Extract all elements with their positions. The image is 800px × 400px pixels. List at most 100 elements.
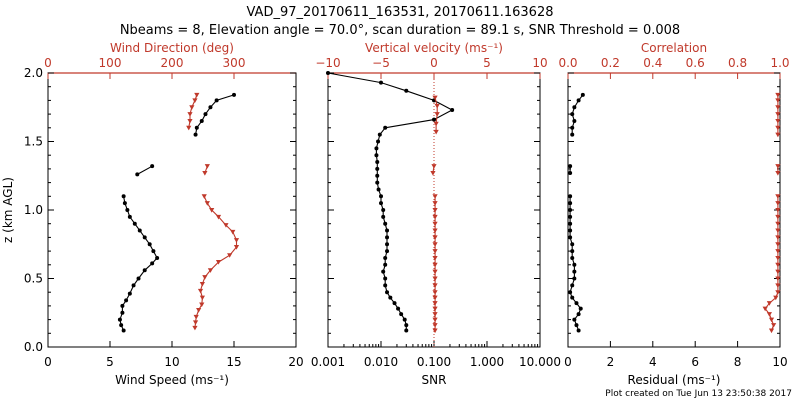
data-point-dot: [125, 208, 130, 212]
data-point-dot: [385, 235, 390, 240]
data-point-triangle: [775, 118, 781, 124]
data-point-dot: [568, 164, 573, 169]
x-bottom-tick-label: 0: [564, 355, 572, 369]
data-point-dot: [568, 235, 573, 240]
data-point-triangle: [432, 95, 438, 101]
data-point-dot: [432, 117, 436, 122]
x-bottom-tick-label: 0: [44, 355, 52, 369]
data-point-dot: [374, 153, 379, 158]
data-point-triangle: [432, 201, 438, 206]
x-top-tick-label: 5: [483, 56, 491, 70]
data-point-triangle: [430, 171, 436, 176]
data-point-dot: [568, 228, 573, 233]
data-point-dot: [568, 194, 573, 199]
data-point-dot: [576, 328, 581, 333]
data-point-triangle: [189, 105, 195, 110]
data-point-triangle: [202, 275, 208, 280]
data-point-triangle: [230, 229, 236, 235]
data-point-triangle: [187, 118, 193, 124]
data-point-triangle: [775, 221, 781, 227]
chart-panel-wind: 0 5 10 15 20 Wind Speed (ms⁻¹) 0 100 200 300Wind …: [1, 41, 304, 387]
data-point-dot: [572, 276, 577, 281]
data-point-dot: [570, 132, 575, 137]
data-point-triangle: [775, 228, 781, 234]
data-point-dot: [385, 242, 390, 247]
data-point-dot: [199, 118, 204, 123]
x-bottom-axis-label: Residual (ms⁻¹): [628, 373, 721, 387]
plot-frame: [47, 72, 297, 348]
data-point-dot: [137, 228, 142, 233]
series-red-top: [762, 92, 781, 334]
x-bottom-tick-label: 10: [164, 355, 179, 369]
data-point-dot: [570, 255, 575, 260]
data-point-triangle: [209, 208, 215, 213]
data-point-triangle: [762, 306, 768, 312]
data-point-triangle: [775, 194, 781, 199]
plot-frame: [567, 72, 781, 348]
data-point-triangle: [199, 302, 205, 308]
data-point-triangle: [197, 288, 204, 294]
data-point-dot: [132, 221, 137, 226]
data-point-dot: [385, 290, 390, 295]
data-point-triangle: [432, 221, 438, 227]
data-point-dot: [568, 171, 573, 176]
series-black-bottom: [326, 71, 455, 333]
data-point-dot: [383, 125, 388, 130]
data-point-triangle: [432, 317, 438, 323]
data-point-triangle: [432, 208, 438, 213]
data-point-dot: [136, 276, 141, 281]
x-top-tick-label: 0.0: [558, 56, 577, 70]
data-point-dot: [381, 269, 386, 274]
data-point-dot: [142, 268, 147, 273]
x-bottom-tick-label: 20: [288, 355, 303, 369]
x-bottom-tick-label: 6: [691, 355, 699, 369]
data-point-triangle: [215, 260, 222, 265]
data-point-dot: [568, 208, 573, 212]
data-point-triangle: [432, 214, 438, 220]
data-point-dot: [376, 187, 381, 192]
data-point-triangle: [196, 308, 202, 313]
y-tick-label: 0.5: [24, 272, 43, 286]
data-point-dot: [131, 283, 136, 288]
data-point-triangle: [433, 121, 439, 127]
data-point-dot: [376, 139, 381, 144]
data-point-triangle: [432, 283, 438, 288]
data-point-triangle: [432, 276, 438, 282]
data-point-dot: [375, 173, 380, 178]
data-point-dot: [402, 317, 407, 322]
data-point-triangle: [432, 242, 438, 247]
x-bottom-tick-label: 10.000: [519, 355, 561, 369]
data-point-triangle: [433, 129, 439, 135]
data-point-triangle: [201, 194, 207, 199]
series-black-bottom: [568, 92, 585, 333]
data-point-dot: [383, 276, 388, 281]
data-point-dot: [574, 301, 579, 306]
data-point-triangle: [432, 295, 438, 301]
data-point-triangle: [773, 295, 779, 301]
data-point-triangle: [768, 328, 775, 334]
y-tick-label: 1.0: [24, 203, 43, 217]
x-top-tick-label: 0: [430, 56, 438, 70]
data-point-triangle: [775, 242, 781, 247]
data-point-dot: [375, 180, 380, 185]
data-point-dot: [203, 112, 208, 117]
data-point-triangle: [215, 214, 222, 220]
data-point-dot: [127, 214, 132, 219]
data-point-dot: [326, 71, 330, 75]
data-point-dot: [568, 201, 573, 206]
y-tick-label: 2.0: [24, 66, 43, 80]
data-point-triangle: [204, 164, 210, 169]
title-line-2: Nbeams = 8, Elevation angle = 70.0°, sca…: [120, 23, 680, 38]
data-point-dot: [214, 98, 219, 103]
data-point-dot: [578, 306, 583, 311]
y-axis-label: z (km AGL): [1, 177, 15, 243]
data-point-dot: [381, 208, 386, 212]
data-point-triangle: [775, 276, 781, 282]
data-point-triangle: [434, 103, 440, 109]
x-bottom-tick-label: 8: [734, 355, 742, 369]
x-top-tick-label: 300: [223, 56, 246, 70]
series-red-top: [430, 95, 440, 334]
data-point-triangle: [207, 268, 214, 273]
